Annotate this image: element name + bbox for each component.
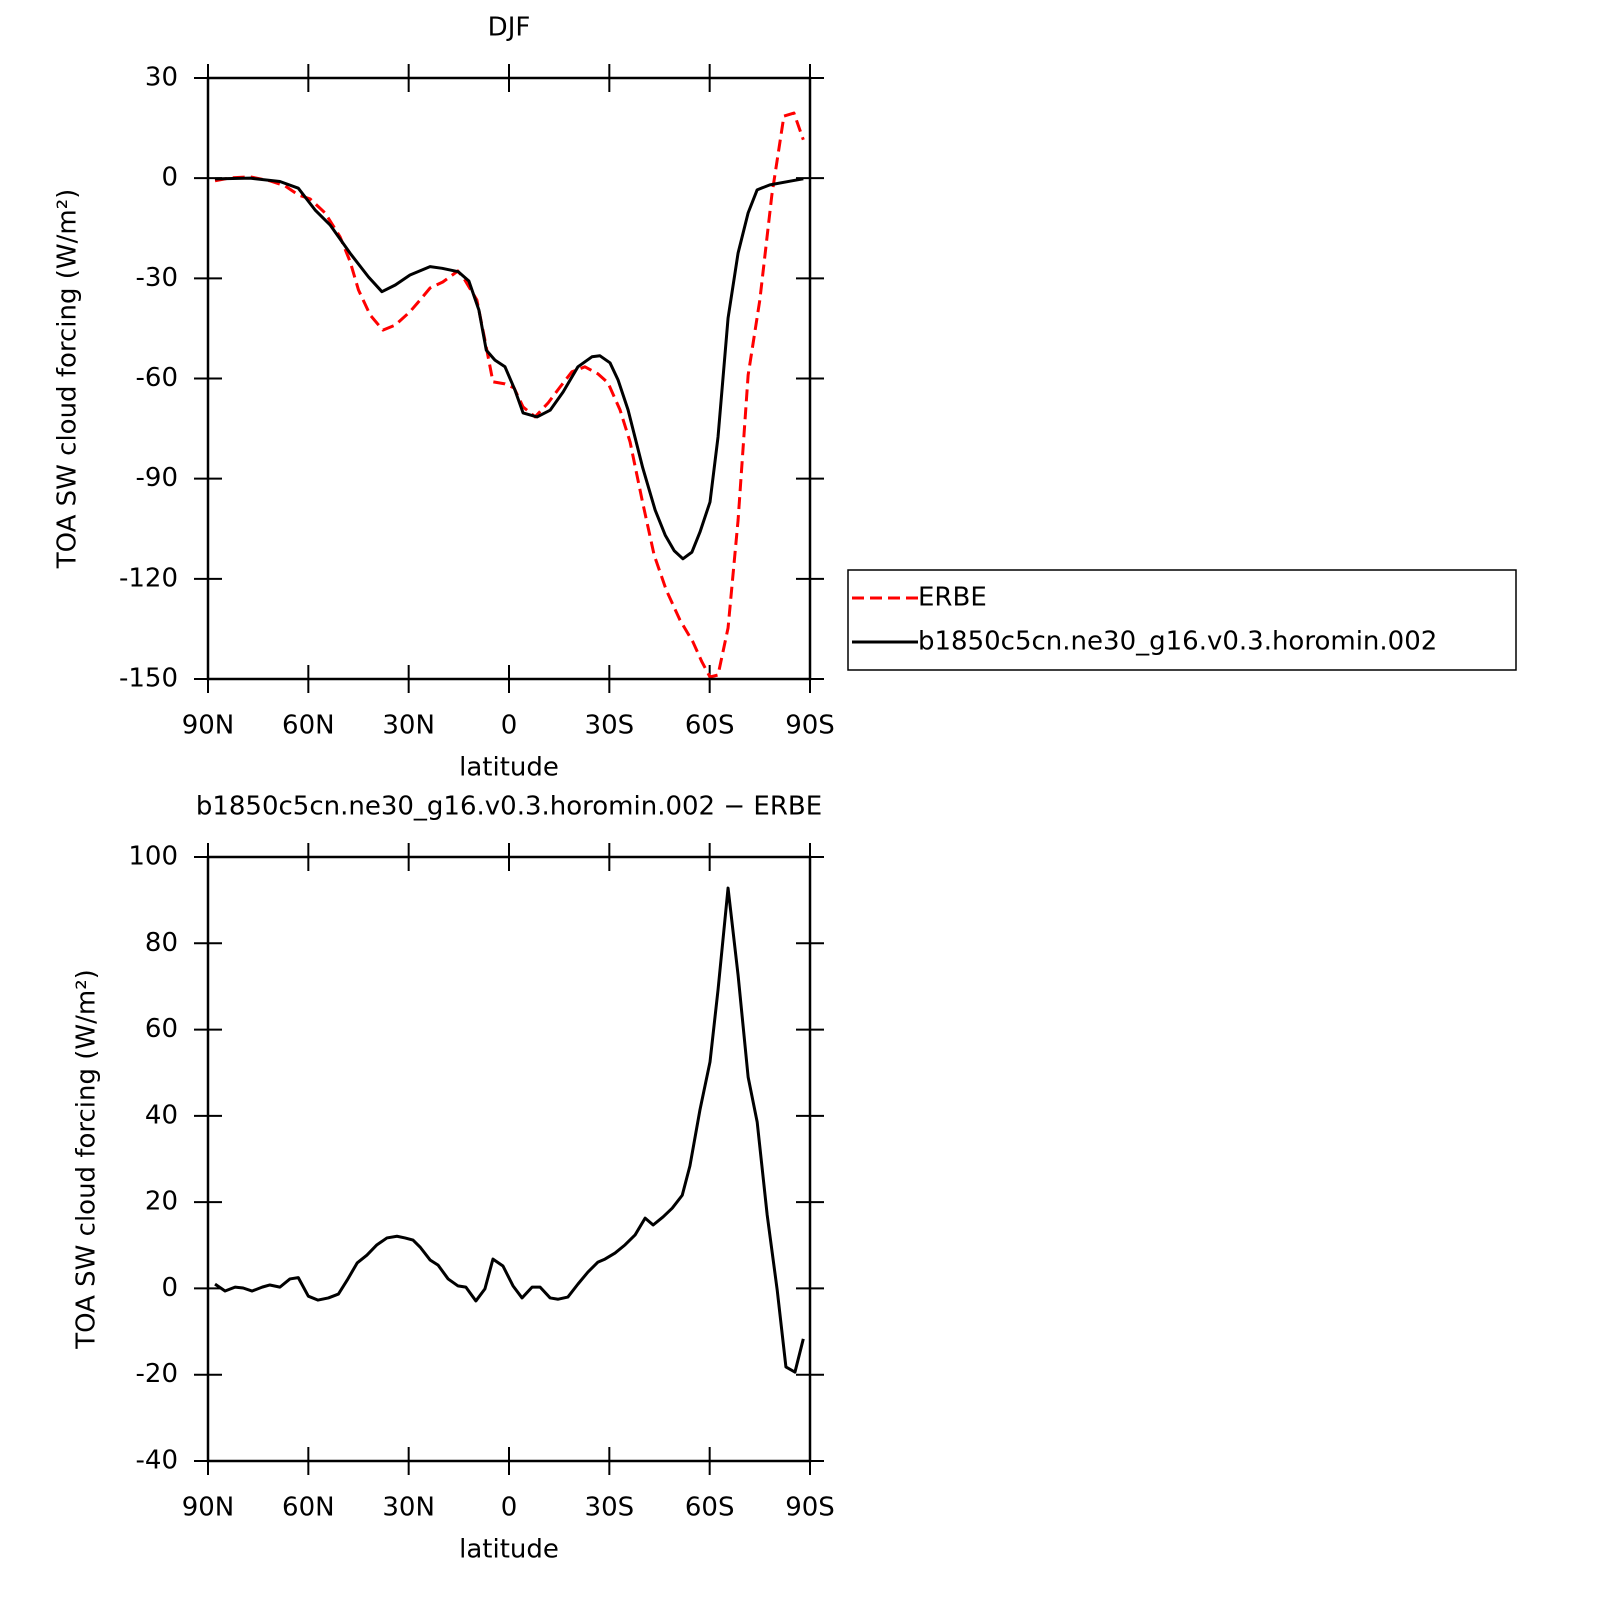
x-tick-label: 30N (382, 711, 435, 741)
data-line (214, 886, 805, 1374)
x-tick-label: 30S (585, 1493, 635, 1523)
legend-label: b1850c5cn.ne30_g16.v0.3.horomin.002 (918, 627, 1437, 657)
plot-frame (206, 76, 812, 681)
y-axis-label: TOA SW cloud forcing (W/m²) (72, 969, 102, 1350)
y-tick-label: -150 (119, 664, 178, 694)
x-tick-label: 0 (501, 1493, 518, 1523)
y-tick-label: -20 (136, 1359, 178, 1389)
x-tick-label: 90S (785, 711, 835, 741)
y-tick-label: -30 (136, 263, 178, 293)
y-tick-label: 80 (145, 928, 178, 958)
x-axis-label: latitude (459, 1535, 559, 1565)
x-tick-label: 60N (282, 1493, 335, 1523)
y-tick-label: 40 (145, 1100, 178, 1130)
y-tick-label: 100 (128, 842, 178, 872)
x-tick-label: 90S (785, 1493, 835, 1523)
x-tick-label: 60S (685, 711, 735, 741)
x-tick-label: 0 (501, 711, 518, 741)
y-tick-label: -90 (136, 463, 178, 493)
y-tick-label: -60 (136, 363, 178, 393)
data-line (214, 176, 804, 561)
y-tick-label: 0 (161, 163, 178, 193)
x-tick-label: 30S (585, 711, 635, 741)
legend-box (847, 569, 1517, 671)
chart-title: DJF (488, 13, 531, 43)
legend-label: ERBE (918, 583, 987, 613)
chart-title: b1850c5cn.ne30_g16.v0.3.horomin.002 − ER… (196, 792, 822, 822)
y-tick-label: -40 (136, 1446, 178, 1476)
plot-frame (206, 855, 812, 1463)
x-axis-label: latitude (459, 753, 559, 783)
y-tick-label: -120 (119, 563, 178, 593)
x-tick-label: 60S (685, 1493, 735, 1523)
x-tick-label: 90N (182, 711, 235, 741)
y-axis-label: TOA SW cloud forcing (W/m²) (53, 189, 83, 570)
x-tick-label: 30N (382, 1493, 435, 1523)
y-tick-label: 0 (161, 1273, 178, 1303)
y-tick-label: 30 (145, 63, 178, 93)
x-tick-label: 90N (182, 1493, 235, 1523)
x-tick-label: 60N (282, 711, 335, 741)
data-line (214, 111, 805, 679)
y-tick-label: 20 (145, 1187, 178, 1217)
y-tick-label: 60 (145, 1014, 178, 1044)
